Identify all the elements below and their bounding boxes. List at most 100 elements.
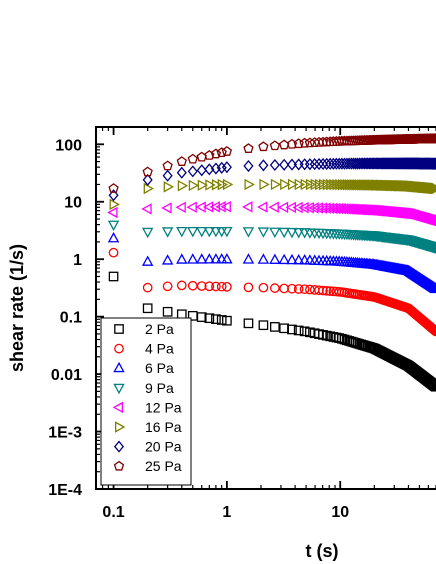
legend-item: 16 Pa — [114, 419, 182, 435]
data-point — [176, 309, 187, 320]
data-point — [209, 201, 220, 213]
data-point — [175, 201, 186, 214]
data-point — [221, 146, 233, 156]
data-point — [269, 158, 280, 172]
legend-marker — [113, 460, 125, 471]
data-point — [142, 173, 153, 186]
data-point — [259, 178, 270, 191]
data-point — [278, 227, 290, 239]
data-point — [216, 147, 227, 158]
data-point — [258, 159, 269, 172]
data-point — [188, 179, 200, 192]
data-point — [293, 284, 304, 294]
data-point — [278, 253, 290, 265]
data-point — [215, 201, 226, 213]
data-point — [143, 182, 155, 195]
data-point — [243, 143, 254, 153]
data-point — [326, 178, 337, 191]
data-point — [222, 315, 232, 326]
data-point — [285, 201, 296, 214]
data-point — [187, 226, 199, 238]
data-point — [322, 178, 334, 191]
data-point — [196, 164, 207, 177]
data-point — [221, 226, 233, 238]
data-point — [279, 283, 289, 294]
data-point — [142, 303, 153, 314]
data-point — [320, 202, 331, 214]
data-point — [210, 226, 222, 238]
data-point — [211, 281, 221, 292]
data-point — [187, 153, 198, 164]
data-point — [107, 220, 120, 231]
data-point — [108, 247, 119, 258]
data-point — [287, 178, 299, 191]
series-4 — [107, 200, 436, 227]
legend-item: 9 Pa — [113, 380, 174, 396]
data-point — [298, 201, 309, 214]
data-point — [162, 160, 173, 171]
data-point — [244, 178, 255, 191]
data-point — [269, 253, 281, 264]
data-point — [279, 158, 290, 171]
data-point — [278, 139, 290, 150]
legend-label: 6 Pa — [145, 360, 174, 376]
data-point — [314, 285, 324, 296]
data-point — [243, 159, 254, 173]
data-point — [176, 253, 188, 264]
data-point — [243, 282, 254, 293]
data-point — [293, 325, 304, 336]
data-point — [321, 285, 332, 296]
data-point — [337, 179, 349, 191]
data-point — [217, 178, 229, 191]
data-point — [211, 314, 221, 324]
data-point — [176, 226, 188, 238]
data-point — [161, 227, 174, 238]
data-point — [268, 201, 279, 213]
legend-marker — [114, 421, 126, 433]
y-tick-label: 1 — [73, 252, 82, 269]
data-point — [108, 189, 119, 202]
data-point — [196, 226, 208, 238]
data-point — [270, 178, 282, 191]
data-point — [176, 280, 187, 291]
data-point — [269, 227, 281, 239]
data-point — [431, 182, 436, 195]
data-point — [270, 283, 280, 293]
data-point — [335, 178, 346, 191]
y-tick-label: 10 — [64, 195, 82, 212]
data-point — [221, 253, 233, 264]
series-0 — [108, 271, 436, 392]
legend-item: 25 Pa — [113, 458, 182, 474]
y-tick-label: 1E-4 — [48, 482, 82, 499]
data-point — [293, 138, 304, 149]
legend-item: 12 Pa — [112, 399, 182, 415]
data-point — [358, 179, 370, 191]
legend-item: 20 Pa — [113, 439, 182, 455]
series-5 — [109, 178, 436, 211]
data-point — [325, 286, 336, 296]
data-point — [242, 227, 255, 238]
x-tick-label: 10 — [331, 504, 349, 521]
data-point — [204, 281, 215, 292]
data-point — [242, 253, 255, 264]
data-point — [321, 157, 332, 170]
y-tick-label: 100 — [55, 137, 82, 154]
data-point — [187, 280, 198, 291]
data-point — [294, 178, 306, 191]
data-point — [108, 271, 119, 282]
data-point — [176, 156, 187, 166]
data-point — [176, 166, 187, 179]
data-point — [216, 281, 227, 292]
legend-label: 2 Pa — [145, 321, 174, 337]
data-point — [203, 253, 216, 264]
data-point — [292, 253, 305, 265]
data-point — [202, 201, 214, 213]
data-point — [258, 320, 269, 331]
data-point — [163, 181, 175, 193]
legend-label: 4 Pa — [145, 341, 174, 357]
data-point — [299, 284, 310, 295]
data-point — [286, 158, 297, 171]
series-1 — [108, 247, 436, 337]
data-point — [162, 306, 173, 317]
